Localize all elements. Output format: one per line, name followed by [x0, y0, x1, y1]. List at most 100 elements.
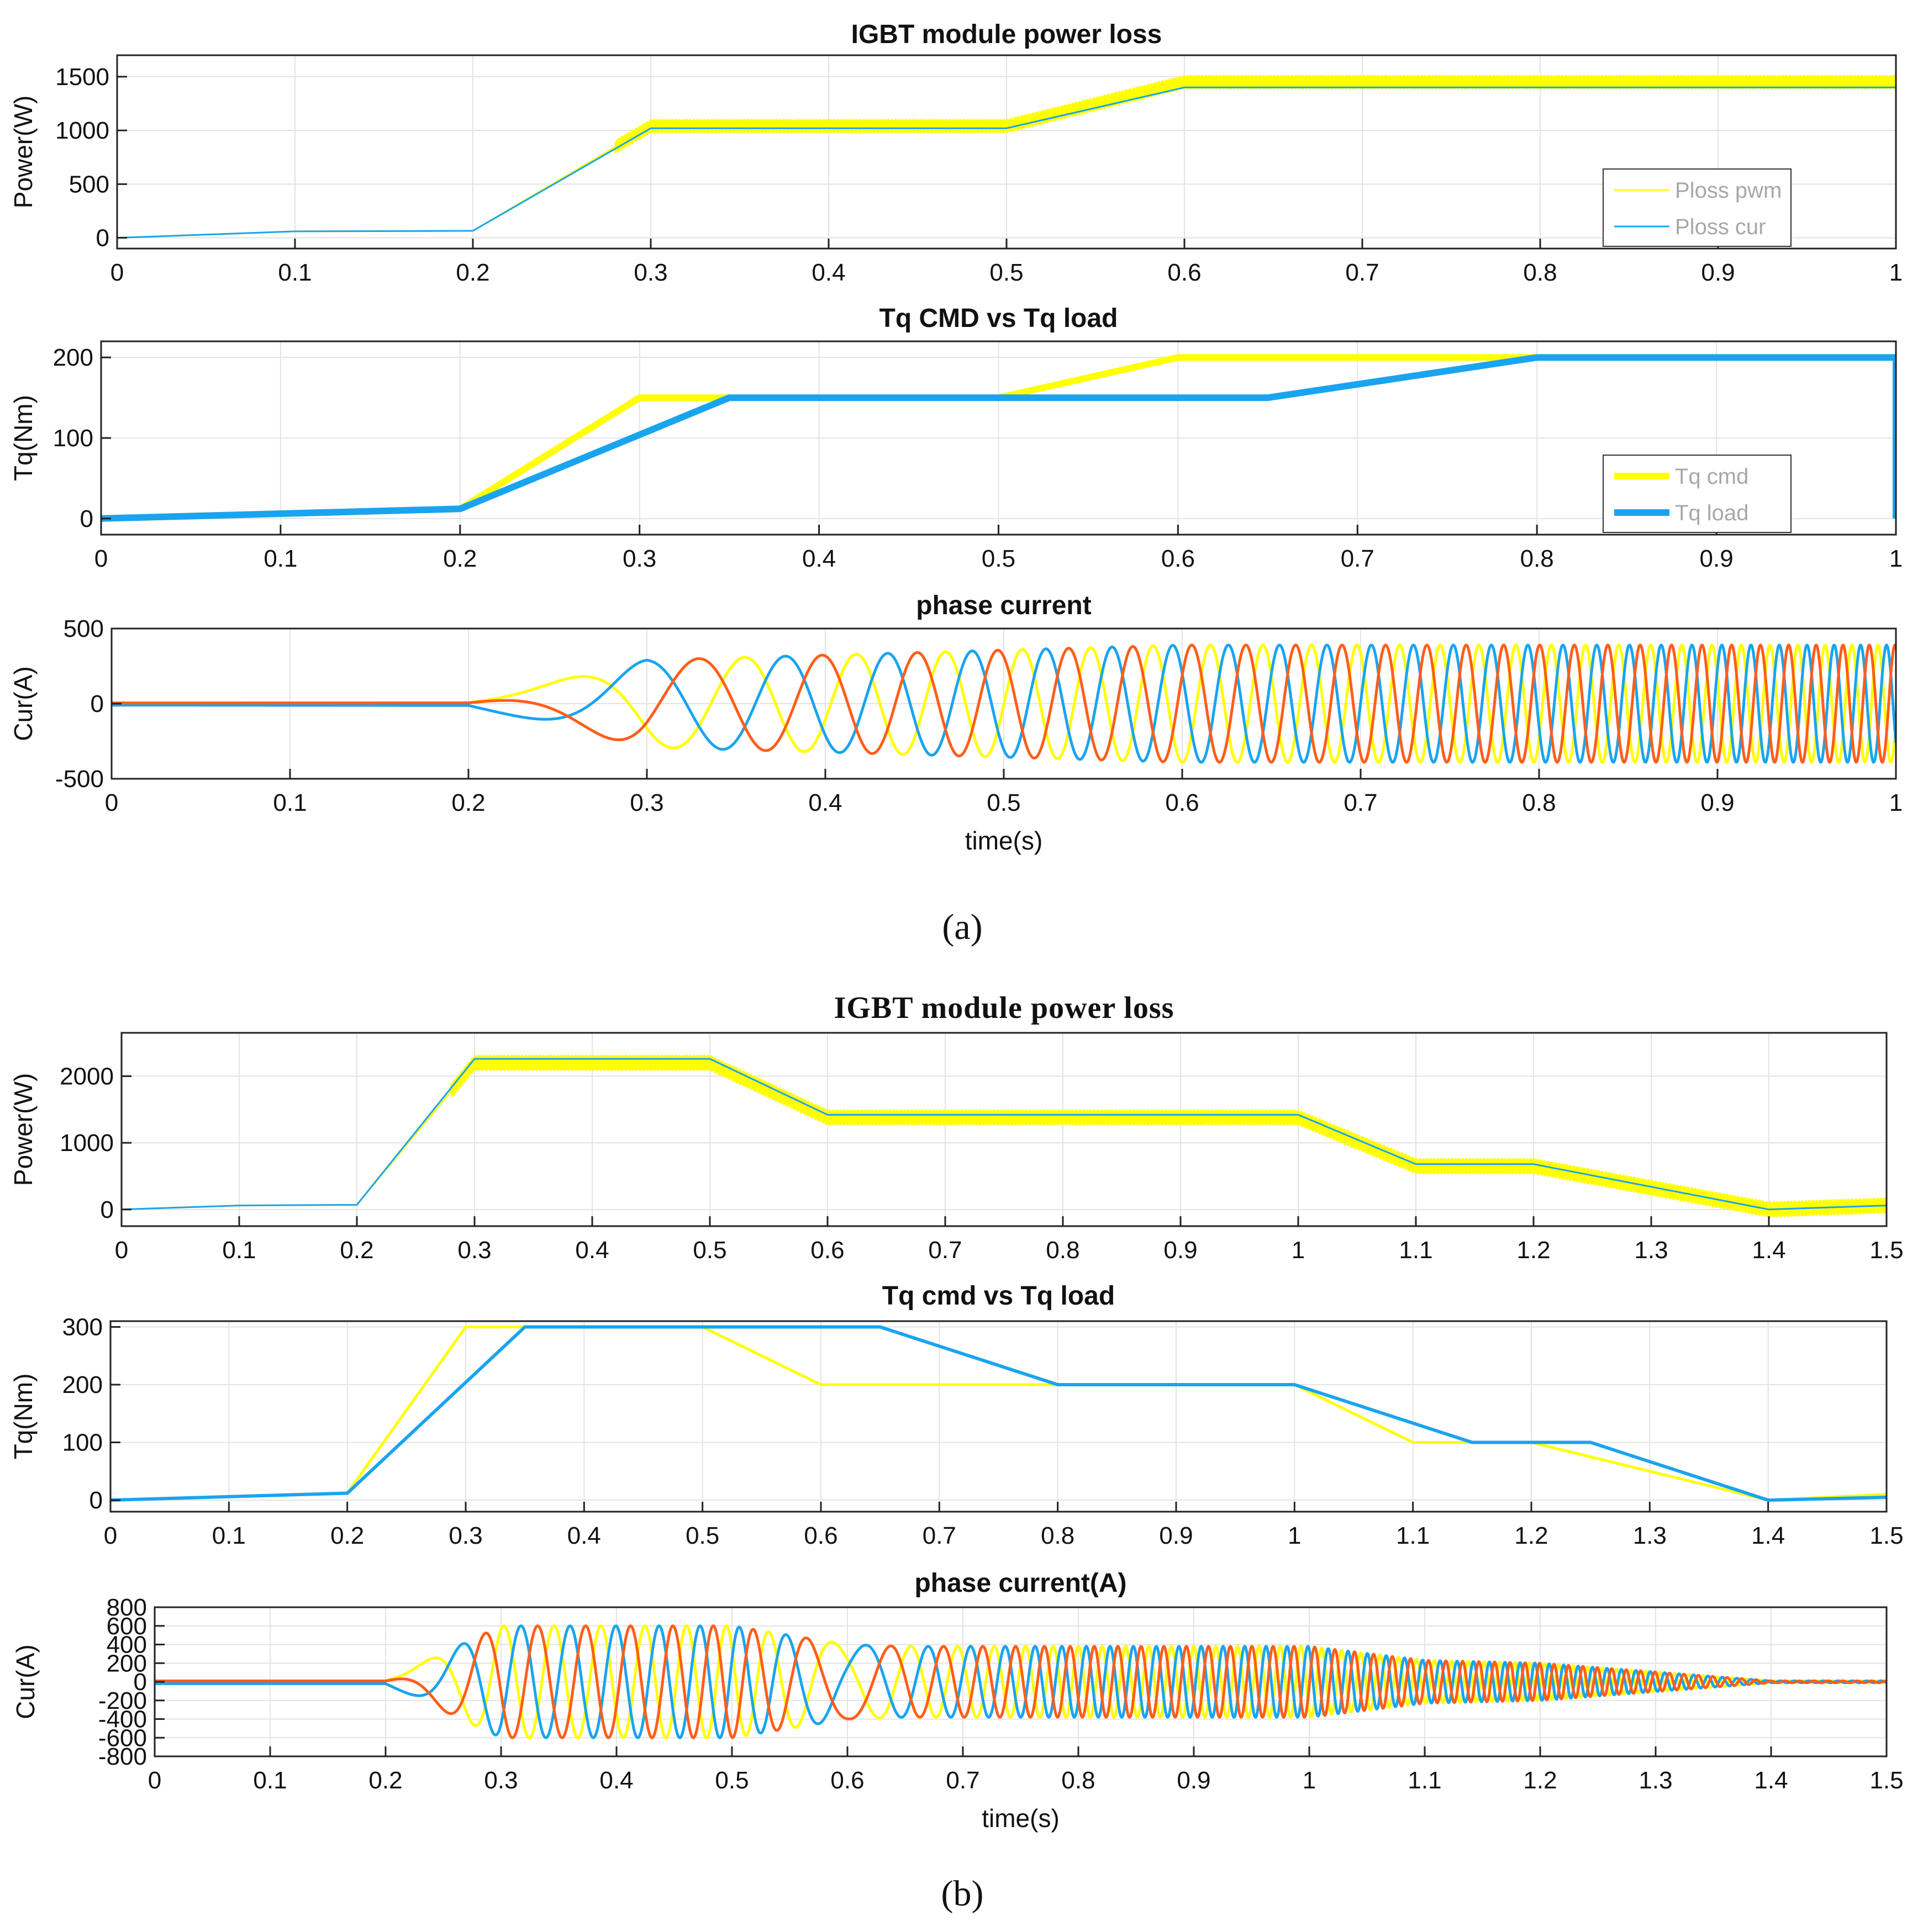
legend-box: [1603, 455, 1792, 533]
chart-b2-torque: 0 0.1 0.2 0.3 0.4 0.5 0.6 0.7 0.8 0.9 1 1.1 1.2 1.3 1.…: [9, 1281, 1904, 1549]
x-tick-label: 0.3: [484, 1767, 518, 1794]
x-tick-label: 1: [1889, 259, 1903, 286]
x-tick-label: 0.4: [812, 259, 845, 286]
x-tick-label: 0.2: [451, 789, 485, 816]
y-tick-label: -400: [98, 1706, 147, 1733]
x-tick-label: 0.2: [456, 259, 489, 286]
y-tick-label: 500: [64, 615, 104, 642]
y-tick-label: 200: [107, 1650, 147, 1677]
x-tick-label: 1.3: [1634, 1237, 1668, 1264]
legend-label: Tq cmd: [1675, 464, 1748, 489]
x-tick-label: 1: [1303, 1767, 1316, 1794]
y-tick-label: 1000: [60, 1129, 114, 1157]
x-tick-label: 1.1: [1408, 1767, 1441, 1794]
panel-label-a: (a): [942, 907, 982, 947]
y-tick-label: 800: [107, 1594, 147, 1621]
y-tick-label: 0: [101, 1196, 114, 1223]
x-tick-label: 0.4: [575, 1237, 609, 1264]
chart-b1-power-loss: 0 0.1 0.2 0.3 0.4 0.5 0.6 0.7 0.8 0.9 1 1.1 1.2 1.3 1.…: [9, 991, 1904, 1264]
plot-area: [122, 1033, 1887, 1226]
y-axis-label: Power(W): [9, 1073, 38, 1186]
plot-area: [110, 1321, 1887, 1512]
x-tick-label: 0.4: [808, 789, 842, 816]
y-axis-label: Tq(Nm): [9, 1374, 38, 1460]
x-tick-label: 0.4: [567, 1522, 601, 1549]
x-tick-label: 1.4: [1751, 1522, 1785, 1549]
x-tick-label: 0.1: [212, 1522, 246, 1549]
series-group: [122, 1054, 1887, 1218]
x-tick-label: 0: [115, 1237, 128, 1264]
axes-box: [120, 1032, 1888, 1227]
x-tick-label: 0.7: [946, 1767, 979, 1794]
y-tick-label: 0: [89, 1487, 103, 1514]
x-tick-label: 0.5: [686, 1522, 719, 1549]
x-axis-label: time(s): [965, 826, 1043, 855]
chart-title: Tq cmd vs Tq load: [882, 1281, 1115, 1311]
y-tick-label: 100: [53, 425, 93, 452]
chart-title: Tq CMD vs Tq load: [879, 304, 1118, 333]
x-tick-label: 0.7: [1341, 545, 1374, 572]
x-tick-label: 0.2: [330, 1522, 364, 1549]
x-tick-label: 1.5: [1869, 1767, 1903, 1794]
legend: Tq cmd Tq load: [1603, 455, 1792, 533]
x-tick-label: 0.5: [989, 259, 1023, 286]
x-tick-label: 1.2: [1523, 1767, 1557, 1794]
y-tick-label: 0: [80, 505, 93, 532]
x-tick-label: 0.9: [1159, 1522, 1193, 1549]
chart-title: phase current(A): [914, 1569, 1126, 1598]
x-tick-label: 1.5: [1869, 1522, 1903, 1549]
x-tick-label: 0.8: [1041, 1522, 1074, 1549]
series-line-ploss-cur: [122, 1058, 1887, 1211]
y-tick-label: 100: [62, 1429, 103, 1456]
x-tick-label: 0.9: [1700, 789, 1734, 816]
x-tick-label: 0.9: [1177, 1767, 1210, 1794]
x-tick-label: 0.3: [630, 789, 663, 816]
x-tick-label: 0.1: [264, 545, 297, 572]
x-tick-label: 0.8: [1061, 1767, 1095, 1794]
y-axis-label: Power(W): [9, 96, 38, 208]
x-tick-label: 0.8: [1520, 545, 1554, 572]
x-axis-label: time(s): [982, 1804, 1060, 1833]
panel-label-b: (b): [941, 1873, 984, 1914]
x-tick-label: 0.1: [222, 1237, 256, 1264]
x-tick-label: 0.7: [928, 1237, 962, 1264]
x-tick-label: 0.6: [1167, 259, 1201, 286]
x-tick-label: 0.8: [1046, 1237, 1079, 1264]
x-tick-label: 1: [1889, 545, 1903, 572]
y-tick-label: 500: [69, 171, 109, 198]
x-tick-label: 0.5: [987, 789, 1020, 816]
x-tick-label: 0.6: [1165, 789, 1199, 816]
x-tick-label: 0.6: [830, 1767, 864, 1794]
x-tick-label: 0.4: [599, 1767, 633, 1794]
x-tick-label: 1.1: [1396, 1522, 1430, 1549]
y-tick-label: 200: [62, 1371, 103, 1398]
y-tick-label: 0: [96, 225, 109, 252]
series-line-ploss-cur: [117, 86, 1896, 239]
chart-b3-phase-current: 0 0.1 0.2 0.3 0.4 0.5 0.6 0.7 0.8 0.9 1 1.1 1.2 1.3 1.…: [11, 1569, 1904, 1833]
x-tick-label: 0.7: [923, 1522, 956, 1549]
y-tick-label: 400: [107, 1632, 147, 1659]
x-tick-label: 0.3: [623, 545, 656, 572]
x-tick-label: 0.3: [634, 259, 667, 286]
x-tick-label: 0.1: [273, 789, 307, 816]
x-tick-label: 0.7: [1344, 789, 1377, 816]
y-axis-label: Cur(A): [11, 1644, 40, 1719]
x-tick-label: 0.9: [1701, 259, 1735, 286]
x-tick-label: 0.9: [1163, 1237, 1197, 1264]
legend: Ploss pwm Ploss cur: [1603, 168, 1792, 247]
legend-label: Ploss pwm: [1675, 178, 1782, 203]
x-tick-label: 0: [110, 259, 124, 286]
x-tick-label: 0.5: [715, 1767, 749, 1794]
x-tick-label: 0.8: [1522, 789, 1556, 816]
y-tick-label: 1500: [55, 64, 109, 91]
x-tick-label: 1.4: [1752, 1237, 1785, 1264]
chart-title: phase current: [916, 591, 1091, 620]
y-tick-label: 1000: [55, 117, 109, 144]
series-line-phase-c: [155, 1624, 1887, 1739]
x-tick-label: 0.5: [982, 545, 1015, 572]
x-tick-label: 0.2: [368, 1767, 402, 1794]
chart-title: IGBT module power loss: [851, 20, 1162, 49]
x-tick-label: 0: [104, 1522, 117, 1549]
x-tick-label: 0.1: [253, 1767, 287, 1794]
